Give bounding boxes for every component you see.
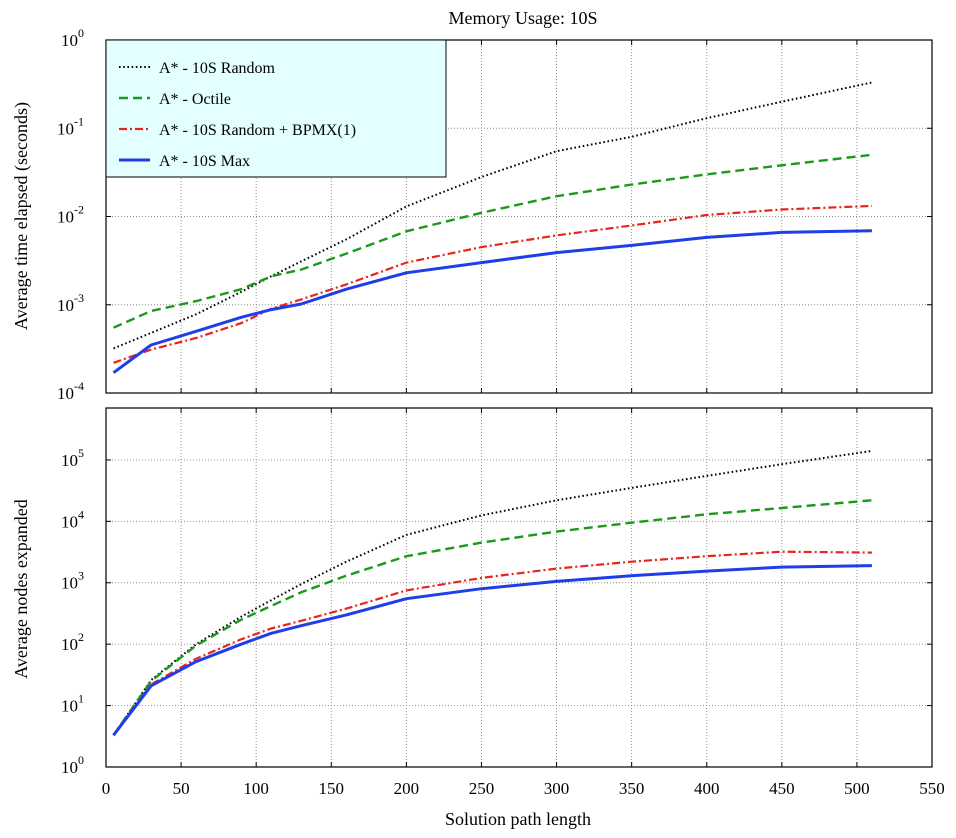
x-tick-label: 200: [394, 779, 420, 798]
y-tick-base: 10: [61, 635, 78, 654]
series-line-random_bpmx: [113, 204, 872, 364]
y-tick-exponent: 4: [78, 507, 84, 521]
series-line-random: [112, 449, 873, 736]
legend: A* - 10S Random A* - Octile A* - 10S Rando…: [105, 39, 447, 178]
y-tick-label: 104: [61, 507, 84, 531]
series-line-max: [112, 229, 872, 374]
x-tick-label: 300: [544, 779, 570, 798]
y-tick-label: 10-4: [57, 379, 84, 403]
y-tick-exponent: -2: [74, 203, 84, 217]
series-line-octile: [113, 153, 873, 329]
y-tick-label: 103: [61, 569, 84, 593]
y-tick-label: 10-1: [57, 114, 84, 138]
y-tick-label: 101: [61, 692, 84, 716]
y-tick-base: 10: [57, 296, 74, 315]
series-line-random_bpmx: [112, 550, 872, 736]
y-tick-label: 102: [61, 630, 84, 654]
y-tick-exponent: 0: [78, 753, 84, 767]
y-tick-exponent: 3: [78, 569, 84, 583]
x-tick-label: 50: [173, 779, 190, 798]
y-tick-label: 10-2: [57, 203, 84, 227]
y-tick-exponent: -4: [74, 379, 84, 393]
x-axis-title: Solution path length: [445, 809, 591, 829]
y-tick-base: 10: [57, 384, 74, 403]
plot-frame: [105, 407, 933, 768]
y-tick-base: 10: [57, 208, 74, 227]
legend-label: A* - 10S Max: [159, 153, 250, 170]
series-line-max: [112, 564, 872, 737]
legend-label: A* - 10S Random + BPMX(1): [159, 122, 356, 139]
y-tick-exponent: -1: [74, 114, 84, 128]
x-tick-label: 450: [769, 779, 795, 798]
x-tick-label: 400: [694, 779, 720, 798]
x-tick-label: 150: [319, 779, 345, 798]
legend-label: A* - 10S Random: [159, 60, 276, 77]
y-axis-title: Average time elapsed (seconds): [11, 102, 32, 330]
y-tick-base: 10: [61, 451, 78, 470]
legend-box: [105, 39, 447, 178]
x-tick-label: 250: [469, 779, 495, 798]
y-tick-base: 10: [61, 758, 78, 777]
y-tick-exponent: 2: [78, 630, 84, 644]
x-tick-label: 500: [844, 779, 870, 798]
y-tick-base: 10: [61, 512, 78, 531]
y-tick-base: 10: [57, 119, 74, 138]
y-tick-label: 10-3: [57, 291, 84, 315]
y-axis-title: Average nodes expanded: [11, 499, 31, 679]
x-tick-label: 350: [619, 779, 645, 798]
chart-title: Memory Usage: 10S: [449, 8, 598, 28]
series-line-octile: [112, 499, 873, 736]
y-tick-base: 10: [61, 697, 78, 716]
y-tick-base: 10: [61, 31, 78, 50]
y-tick-exponent: 0: [78, 26, 84, 40]
series-line-random: [113, 81, 873, 350]
y-tick-base: 10: [61, 574, 78, 593]
y-tick-exponent: -3: [74, 291, 84, 305]
x-tick-label: 550: [919, 779, 945, 798]
x-tick-label: 0: [102, 779, 111, 798]
y-tick-label: 105: [61, 446, 84, 470]
y-tick-exponent: 5: [78, 446, 84, 460]
y-tick-label: 100: [61, 26, 84, 50]
legend-label: A* - Octile: [159, 91, 231, 108]
y-tick-label: 100: [61, 753, 84, 777]
y-tick-exponent: 1: [78, 692, 84, 706]
plot-frame: [105, 39, 933, 394]
x-tick-label: 100: [243, 779, 269, 798]
